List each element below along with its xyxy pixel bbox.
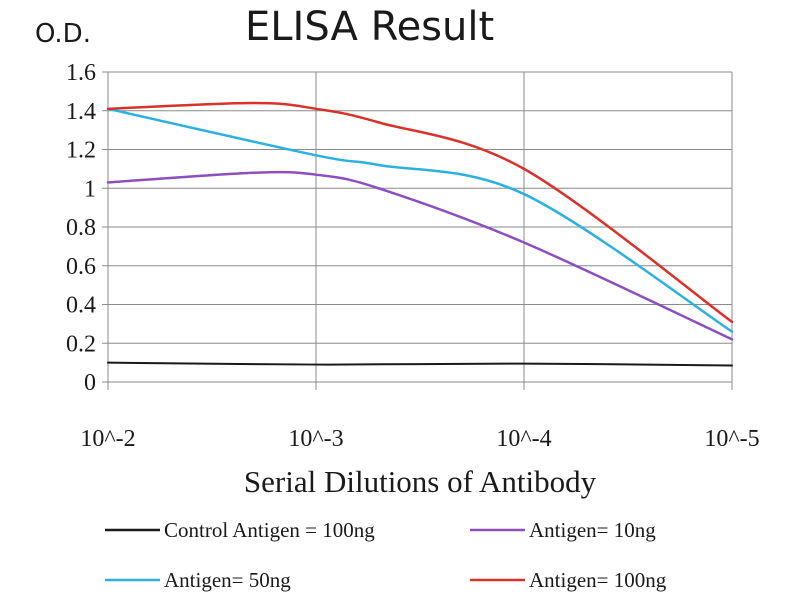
y-tick-label-1: 0.2 (66, 331, 96, 357)
series-line-50ng (106, 107, 734, 333)
grid-lines (102, 71, 733, 390)
x-tick-label-2: 10^-4 (496, 426, 551, 452)
series-line-100ng (106, 101, 734, 324)
legend-label-50ng: Antigen= 50ng (164, 568, 291, 592)
tick-labels: 0 0.2 0.4 0.6 0.8 1 1.2 1.4 1.6 10^-2 10^-3 10^-4 10… (66, 60, 760, 452)
x-tick-label-3: 10^-5 (704, 426, 759, 452)
y-tick-label-6: 1.2 (66, 138, 96, 164)
y-tick-label-5: 1 (84, 176, 96, 202)
y-tick-label-3: 0.6 (66, 254, 96, 280)
series-line-control (107, 361, 733, 367)
y-axis-label: O.D. (35, 19, 91, 49)
y-tick-label-8: 1.6 (66, 60, 96, 86)
series-lines (106, 101, 734, 367)
chart-title: ELISA Result (245, 4, 494, 50)
x-tick-label-0: 10^-2 (80, 426, 135, 452)
series-line-10ng (106, 170, 734, 341)
x-axis-label: Serial Dilutions of Antibody (244, 464, 597, 499)
legend-label-10ng: Antigen= 10ng (529, 518, 656, 542)
legend-label-control: Control Antigen = 100ng (164, 518, 375, 542)
legend-label-100ng: Antigen= 100ng (529, 568, 667, 592)
legend: Control Antigen = 100ng Antigen= 10ng An… (105, 518, 667, 592)
y-tick-label-2: 0.4 (66, 293, 96, 319)
y-tick-label-0: 0 (84, 370, 96, 396)
y-tick-label-7: 1.4 (66, 99, 96, 125)
y-tick-label-4: 0.8 (66, 215, 96, 241)
x-tick-label-1: 10^-3 (288, 426, 343, 452)
